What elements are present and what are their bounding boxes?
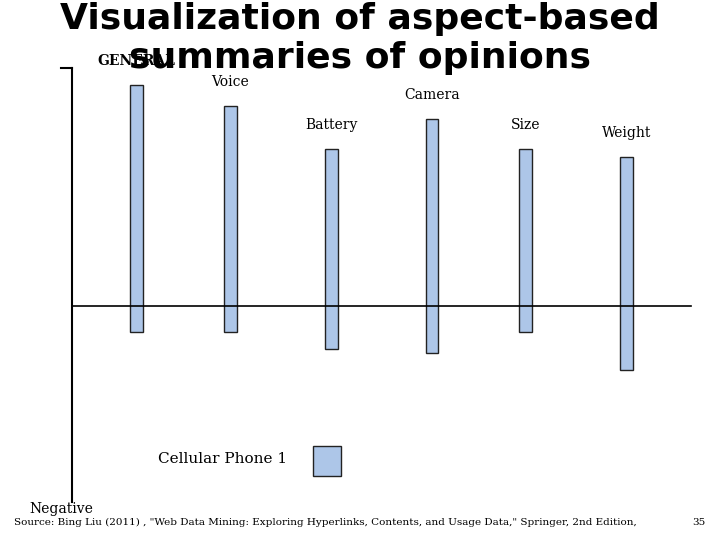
Bar — [620, 157, 633, 370]
Bar — [325, 149, 338, 349]
Bar — [130, 85, 143, 332]
Text: Voice: Voice — [212, 75, 249, 89]
Text: Battery: Battery — [305, 118, 357, 132]
Bar — [519, 149, 532, 332]
Text: Cellular Phone 1: Cellular Phone 1 — [158, 452, 287, 466]
Text: Source: Bing Liu (2011) , "Web Data Mining: Exploring Hyperlinks, Contents, and : Source: Bing Liu (2011) , "Web Data Mini… — [14, 518, 637, 527]
Text: Camera: Camera — [404, 88, 460, 102]
Text: GENERAL: GENERAL — [98, 54, 176, 68]
Text: Size: Size — [511, 118, 540, 132]
Text: Weight: Weight — [602, 126, 651, 140]
Text: Visualization of aspect-based
summaries of opinions: Visualization of aspect-based summaries … — [60, 2, 660, 75]
Bar — [224, 106, 237, 332]
Text: Negative: Negative — [30, 502, 93, 516]
Bar — [313, 447, 341, 476]
Bar — [426, 119, 438, 353]
Text: 35: 35 — [693, 518, 706, 527]
